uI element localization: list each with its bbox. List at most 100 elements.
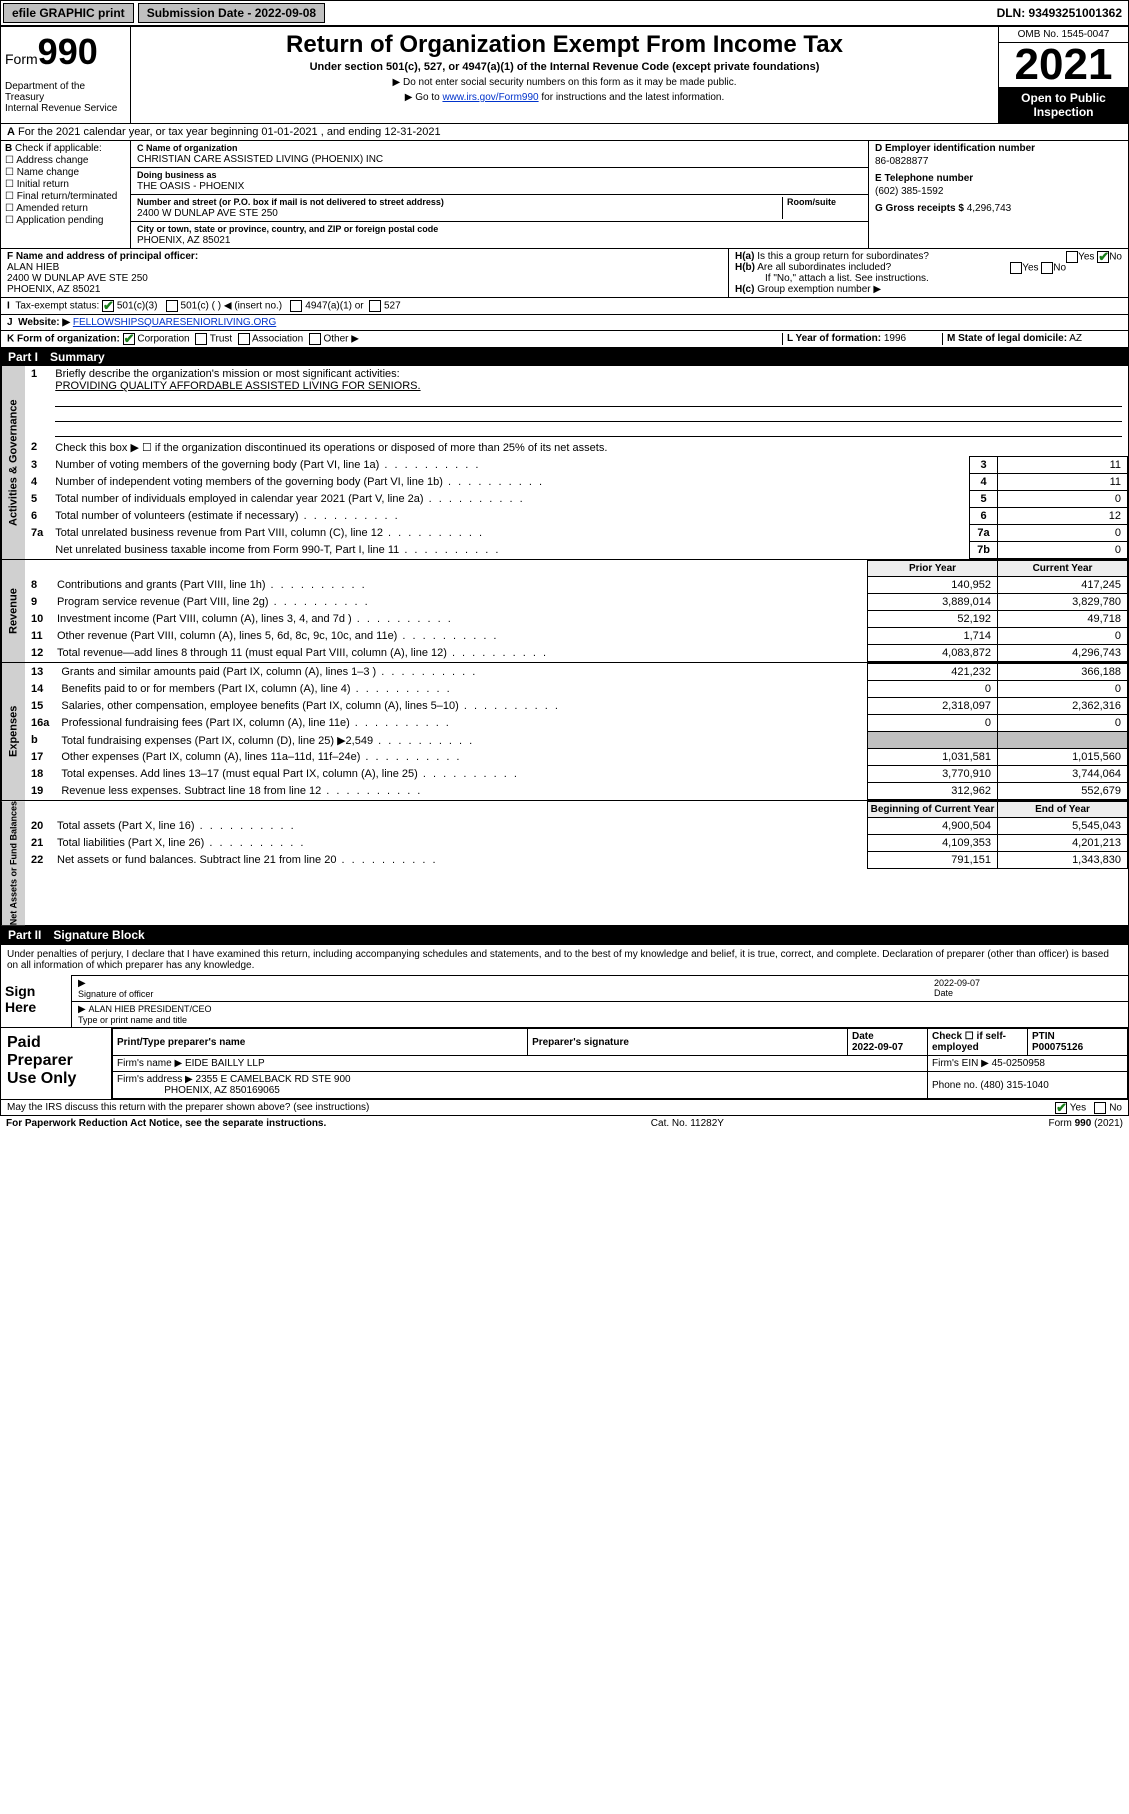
ha-question: Is this a group return for subordinates?	[757, 251, 929, 262]
tax-year: 2021	[999, 43, 1128, 87]
ha-yes-checkbox[interactable]	[1066, 251, 1078, 263]
h-note: If "No," attach a list. See instructions…	[735, 273, 1122, 284]
table-row: Net unrelated business taxable income fr…	[25, 542, 1128, 559]
k-trust-checkbox[interactable]	[195, 333, 207, 345]
mission-text: PROVIDING QUALITY AFFORDABLE ASSISTED LI…	[55, 380, 420, 392]
discuss-no-checkbox[interactable]	[1094, 1102, 1106, 1114]
col-end-header: End of Year	[998, 802, 1128, 818]
part2-header: Part II Signature Block	[0, 926, 1129, 944]
firm-name: EIDE BAILLY LLP	[185, 1058, 265, 1069]
officer-h-block: F Name and address of principal officer:…	[0, 249, 1129, 298]
hc-label: Group exemption number ▶	[757, 284, 881, 295]
k-corp-checkbox[interactable]	[123, 333, 135, 345]
i-527-checkbox[interactable]	[369, 300, 381, 312]
hb-yes-checkbox[interactable]	[1010, 262, 1022, 274]
website-link[interactable]: FELLOWSHIPSQUARESENIORLIVING.ORG	[73, 317, 276, 328]
col-b-checkboxes: B Check if applicable: ☐ Address change …	[1, 141, 131, 248]
officer-name: ALAN HIEB	[7, 262, 59, 273]
l-value: 1996	[884, 333, 906, 344]
efile-print-button[interactable]: efile GRAPHIC print	[3, 3, 134, 23]
note-link: ▶ Go to www.irs.gov/Form990 for instruct…	[139, 92, 990, 103]
city-label: City or town, state or province, country…	[137, 224, 438, 234]
phone-value: (602) 385-1592	[875, 186, 1122, 197]
sig-date-label: Date	[934, 988, 953, 998]
table-row: 12Total revenue—add lines 8 through 11 (…	[25, 645, 1128, 662]
i-501c3-checkbox[interactable]	[102, 300, 114, 312]
chk-name-change[interactable]: ☐ Name change	[5, 167, 126, 178]
chk-app-pending[interactable]: ☐ Application pending	[5, 215, 126, 226]
part1-title: Summary	[50, 350, 105, 364]
line-klm: K Form of organization: Corporation Trus…	[0, 331, 1129, 348]
firm-ein: 45-0250958	[992, 1058, 1045, 1069]
officer-name-title: ALAN HIEB PRESIDENT/CEO	[88, 1004, 211, 1014]
officer-addr2: PHOENIX, AZ 85021	[7, 284, 100, 295]
k-other-checkbox[interactable]	[309, 333, 321, 345]
dba-value: THE OASIS - PHOENIX	[137, 181, 244, 192]
dept-label: Department of the Treasury Internal Reve…	[5, 81, 126, 114]
street-value: 2400 W DUNLAP AVE STE 250	[137, 208, 278, 219]
ptin-value: P00075126	[1032, 1042, 1083, 1053]
table-row: 20Total assets (Part X, line 16)4,900,50…	[25, 818, 1128, 835]
ein-value: 86-0828877	[875, 156, 1122, 167]
inspection-badge: Open to Public Inspection	[999, 87, 1128, 123]
b-label: Check if applicable:	[15, 143, 102, 154]
sig-officer-label: Signature of officer	[78, 989, 153, 999]
m-label: M State of legal domicile:	[947, 333, 1067, 344]
dba-label: Doing business as	[137, 170, 217, 180]
k-assoc-checkbox[interactable]	[238, 333, 250, 345]
form-prefix: Form	[5, 51, 38, 67]
firm-addr-lbl: Firm's address ▶	[117, 1074, 193, 1085]
chk-address-change[interactable]: ☐ Address change	[5, 155, 126, 166]
part2-title: Signature Block	[53, 928, 144, 942]
discuss-line: May the IRS discuss this return with the…	[0, 1100, 1129, 1116]
sig-date-value: 2022-09-07	[934, 978, 980, 988]
col-c-org-info: C Name of organization CHRISTIAN CARE AS…	[131, 141, 868, 248]
form-title: Return of Organization Exempt From Incom…	[139, 31, 990, 59]
prep-selfemp[interactable]: Check ☐ if self-employed	[928, 1029, 1028, 1056]
firm-addr: 2355 E CAMELBACK RD STE 900	[196, 1074, 351, 1085]
table-row: 21Total liabilities (Part X, line 26)4,1…	[25, 835, 1128, 852]
hb-no-checkbox[interactable]	[1041, 262, 1053, 274]
col-begin-header: Beginning of Current Year	[868, 802, 998, 818]
form-990-number: 990	[38, 31, 98, 72]
m-value: AZ	[1069, 333, 1082, 344]
preparer-label: Paid Preparer Use Only	[1, 1028, 111, 1099]
table-row: 3Number of voting members of the governi…	[25, 457, 1128, 474]
dln-label: DLN: 93493251001362	[991, 4, 1128, 22]
firm-phone-lbl: Phone no.	[932, 1080, 978, 1091]
chk-final-return[interactable]: ☐ Final return/terminated	[5, 191, 126, 202]
i-4947-checkbox[interactable]	[290, 300, 302, 312]
type-name-label: Type or print name and title	[78, 1015, 187, 1025]
section-governance: Activities & Governance 1 Briefly descri…	[0, 366, 1129, 560]
table-row: 16aProfessional fundraising fees (Part I…	[25, 715, 1128, 732]
table-row: 15Salaries, other compensation, employee…	[25, 698, 1128, 715]
j-label: Website: ▶	[18, 317, 70, 328]
table-row: 7aTotal unrelated business revenue from …	[25, 525, 1128, 542]
org-name: CHRISTIAN CARE ASSISTED LIVING (PHOENIX)…	[137, 154, 383, 165]
part1-label: Part I	[8, 350, 50, 364]
form-header: Form990 Department of the Treasury Inter…	[0, 26, 1129, 124]
ha-no-checkbox[interactable]	[1097, 251, 1109, 263]
form-number: Form990	[5, 31, 126, 73]
irs-link[interactable]: www.irs.gov/Form990	[442, 92, 538, 103]
i-501c-checkbox[interactable]	[166, 300, 178, 312]
footer-mid: Cat. No. 11282Y	[651, 1118, 724, 1129]
side-governance: Activities & Governance	[1, 366, 25, 559]
table-row: 5Total number of individuals employed in…	[25, 491, 1128, 508]
prep-h-sig: Preparer's signature	[528, 1029, 848, 1056]
table-row: 22Net assets or fund balances. Subtract …	[25, 852, 1128, 869]
col-current-header: Current Year	[998, 561, 1128, 577]
table-row: 19Revenue less expenses. Subtract line 1…	[25, 783, 1128, 800]
l-label: L Year of formation:	[787, 333, 881, 344]
firm-ein-lbl: Firm's EIN ▶	[932, 1058, 989, 1069]
chk-amended[interactable]: ☐ Amended return	[5, 203, 126, 214]
chk-initial-return[interactable]: ☐ Initial return	[5, 179, 126, 190]
line-i: I Tax-exempt status: 501(c)(3) 501(c) ( …	[0, 298, 1129, 315]
prep-h-ptin: PTIN	[1032, 1031, 1055, 1042]
table-row: 10Investment income (Part VIII, column (…	[25, 611, 1128, 628]
submission-date-button[interactable]: Submission Date - 2022-09-08	[138, 3, 325, 23]
hb-question: Are all subordinates included?	[757, 262, 891, 273]
table-row: 9Program service revenue (Part VIII, lin…	[25, 594, 1128, 611]
table-row: 6Total number of volunteers (estimate if…	[25, 508, 1128, 525]
discuss-yes-checkbox[interactable]	[1055, 1102, 1067, 1114]
